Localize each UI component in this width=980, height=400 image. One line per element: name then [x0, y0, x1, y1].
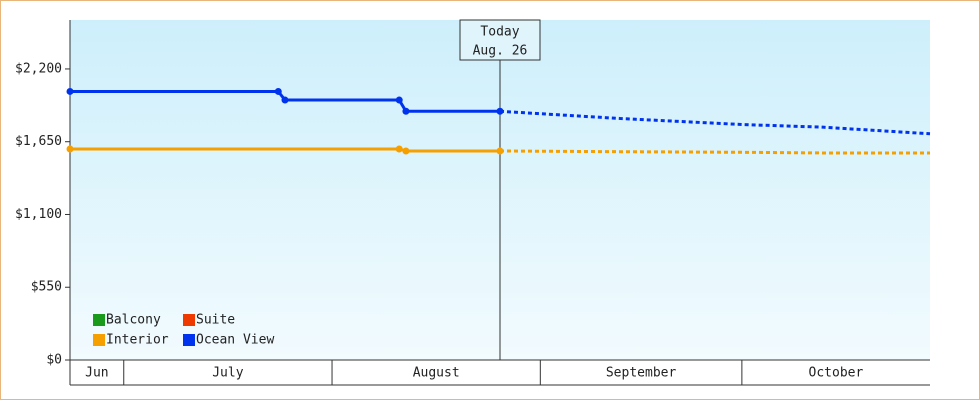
y-tick-label: $2,200 [15, 61, 62, 76]
legend-label: Ocean View [196, 333, 274, 348]
today-date: Aug. 26 [473, 44, 528, 59]
legend-label: Balcony [106, 313, 161, 328]
series-line [70, 89, 500, 113]
point [66, 145, 74, 153]
point [395, 145, 403, 153]
y-tick-label: $0 [46, 353, 62, 368]
y-tick-label: $1,650 [15, 134, 62, 149]
x-band-label: October [809, 366, 864, 381]
legend-label: Suite [196, 313, 235, 328]
series-line [70, 147, 500, 153]
today-label: Today [480, 25, 519, 40]
x-band-label: Jun [85, 366, 108, 381]
legend-swatch [183, 334, 195, 346]
point [496, 147, 504, 155]
x-band-label: July [212, 366, 243, 381]
point [66, 87, 74, 95]
today-box [459, 19, 541, 61]
x-band-label: September [606, 366, 677, 381]
x-band-label: August [413, 366, 460, 381]
point [274, 87, 282, 95]
legend-swatch [183, 314, 195, 326]
point [402, 147, 410, 155]
point [496, 107, 504, 115]
point [402, 107, 410, 115]
y-tick-label: $550 [31, 280, 62, 295]
point [281, 96, 289, 104]
forecast-line [499, 109, 931, 136]
legend-label: Interior [106, 333, 169, 348]
forecast-line [499, 149, 930, 155]
y-tick-label: $1,100 [15, 207, 62, 222]
point [395, 96, 403, 104]
legend-swatch [93, 334, 105, 346]
legend-swatch [93, 314, 105, 326]
